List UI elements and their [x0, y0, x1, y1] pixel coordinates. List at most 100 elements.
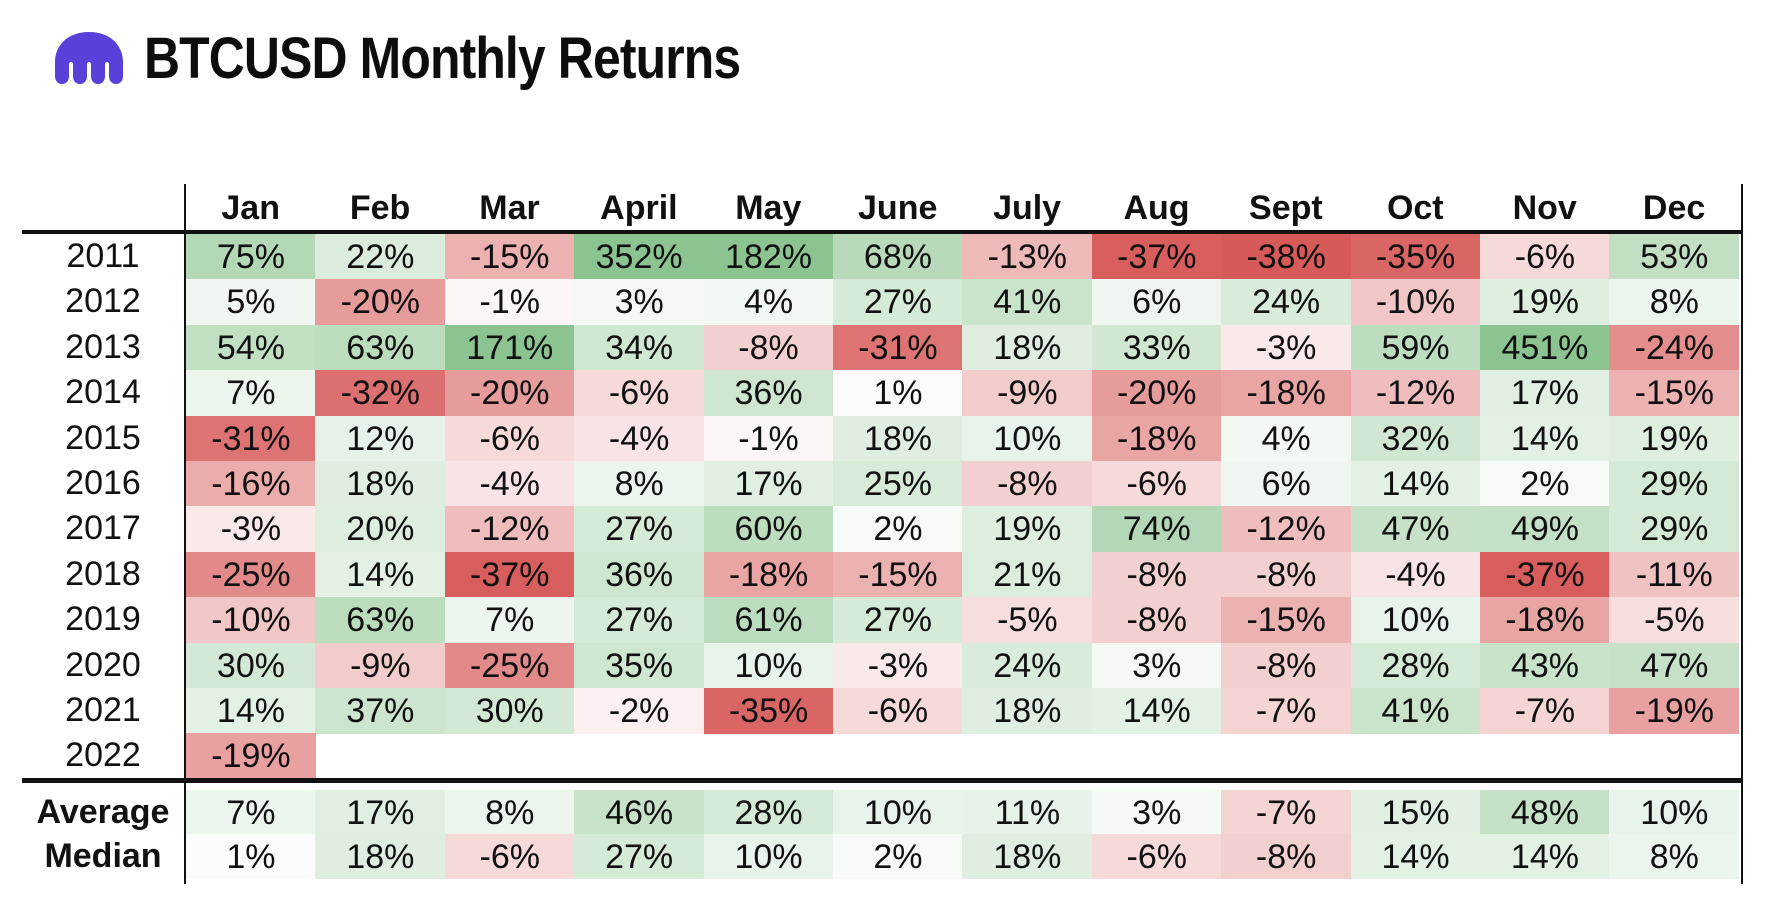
heatmap-cell: 18% [962, 324, 1093, 371]
heatmap-cell: 27% [574, 506, 705, 553]
heatmap-cell: -7% [1221, 688, 1352, 734]
month-header: Jan [221, 189, 280, 227]
year-label: 2017 [65, 509, 141, 548]
heatmap-cell: -3% [833, 642, 963, 689]
heatmap-cell: 47% [1609, 642, 1740, 689]
heatmap-cell: -18% [1221, 370, 1352, 417]
heatmap-cell: -2% [574, 688, 705, 734]
heatmap-cell: -4% [574, 415, 705, 462]
chart-header: BTCUSD Monthly Returns [52, 18, 837, 98]
heatmap-cell: -5% [1609, 597, 1740, 644]
heatmap-cell: 24% [962, 642, 1093, 689]
year-label: 2019 [65, 600, 141, 639]
heatmap-cell: 43% [1480, 642, 1610, 689]
heatmap-cell: 1% [833, 370, 963, 417]
heatmap-cell: 2% [833, 506, 963, 553]
heatmap-cell: 27% [833, 597, 963, 644]
heatmap-cell: 29% [1609, 506, 1740, 553]
heatmap-cell: -7% [1480, 688, 1610, 734]
heatmap-cell: -18% [1480, 597, 1610, 644]
heatmap-cell: 4% [703, 279, 834, 326]
heatmap-cell: 32% [1350, 415, 1481, 462]
kraken-logo-icon [55, 32, 123, 84]
heatmap-cell: 63% [315, 597, 446, 644]
heatmap-cell: 22% [315, 234, 446, 280]
heatmap-cell: 61% [703, 597, 834, 644]
heatmap-cell: -3% [186, 506, 316, 553]
heatmap-cell: -9% [962, 370, 1093, 417]
heatmap-cell: -37% [1480, 551, 1610, 598]
year-label: 2014 [65, 373, 141, 412]
heatmap-cell: 33% [1091, 324, 1222, 371]
heatmap-cell: 14% [315, 551, 446, 598]
heatmap-cell: -15% [1221, 597, 1352, 644]
heatmap-cell: 21% [962, 551, 1093, 598]
summary-cell: 18% [962, 834, 1093, 879]
heatmap-cell: 451% [1480, 324, 1610, 371]
heatmap-cell: 75% [186, 234, 316, 280]
heatmap-cell: -9% [315, 642, 446, 689]
heatmap-cell: 10% [1350, 597, 1481, 644]
summary-label: Average [36, 793, 170, 831]
heatmap-cell: -18% [703, 551, 834, 598]
heatmap-cell: 36% [703, 370, 834, 417]
heatmap-cell: 37% [315, 688, 446, 734]
heatmap-cell: -20% [1091, 370, 1222, 417]
chart-title: BTCUSD Monthly Returns [144, 25, 741, 91]
heatmap-cell: -4% [1350, 551, 1481, 598]
heatmap-cell: -1% [444, 279, 575, 326]
heatmap-cell: -11% [1609, 551, 1740, 598]
summary-cell: 15% [1350, 790, 1481, 835]
heatmap-cell: 68% [833, 234, 963, 280]
heatmap-cell: -3% [1221, 324, 1352, 371]
summary-label: Median [44, 837, 162, 875]
heatmap-cell: 20% [315, 506, 446, 553]
summary-cell: 46% [574, 790, 705, 835]
heatmap-cell: -25% [186, 551, 316, 598]
heatmap-cell: 27% [833, 279, 963, 326]
summary-cell: 8% [444, 790, 575, 835]
year-label: 2012 [65, 282, 141, 321]
heatmap-cell: 34% [574, 324, 705, 371]
summary-cell: 18% [315, 834, 446, 879]
heatmap-cell: -4% [444, 461, 575, 507]
summary-cell: 8% [1609, 834, 1740, 879]
summary-cell: 7% [186, 790, 316, 835]
heatmap-cell: -25% [444, 642, 575, 689]
year-label: 2020 [65, 645, 141, 684]
heatmap-cell: 14% [1350, 461, 1481, 507]
summary-cell: 28% [703, 790, 834, 835]
month-header: Oct [1386, 189, 1444, 227]
heatmap-cell: 17% [703, 461, 834, 507]
heatmap-cell: 54% [186, 324, 316, 371]
summary-cell: -6% [444, 834, 575, 879]
heatmap-cell: -13% [962, 234, 1093, 280]
heatmap-cell: 3% [1091, 642, 1222, 689]
heatmap-cell: -8% [703, 324, 834, 371]
heatmap-cell: -12% [1350, 370, 1481, 417]
heatmap-cell: 53% [1609, 234, 1740, 280]
heatmap-cell: 47% [1350, 506, 1481, 553]
heatmap-cell: 18% [833, 415, 963, 462]
heatmap-cell: 29% [1609, 461, 1740, 507]
heatmap-cell: 7% [444, 597, 575, 644]
heatmap-cell: 41% [962, 279, 1093, 326]
heatmap-cell: 7% [186, 370, 316, 417]
year-label: 2011 [66, 237, 140, 275]
heatmap-cell: 6% [1091, 279, 1222, 326]
summary-cell: -6% [1091, 834, 1222, 879]
heatmap-cell: -6% [444, 415, 575, 462]
summary-divider [22, 778, 1743, 783]
month-header: May [735, 189, 802, 227]
summary-cell: 11% [962, 790, 1093, 835]
heatmap-cell: 8% [574, 461, 705, 507]
heatmap-cell: 30% [444, 688, 575, 734]
heatmap-cell: 30% [186, 642, 316, 689]
heatmap-cell: -35% [1350, 234, 1481, 280]
year-label: 2022 [65, 736, 141, 775]
year-label: 2015 [65, 418, 141, 457]
summary-cell: 1% [186, 834, 316, 879]
heatmap-cell: 25% [833, 461, 963, 507]
summary-cell: 10% [833, 790, 963, 835]
heatmap-cell: 19% [1480, 279, 1610, 326]
